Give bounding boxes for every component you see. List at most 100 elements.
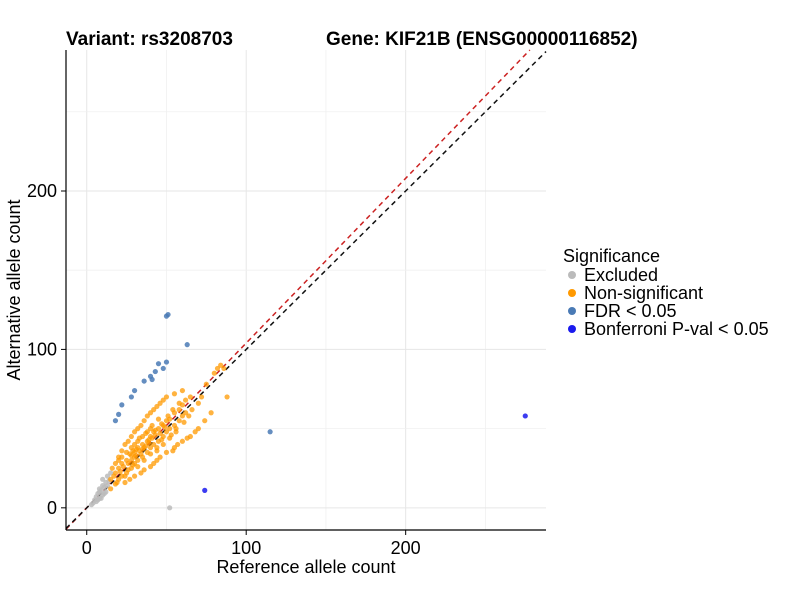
data-point-nonsig [165,413,171,419]
x-tick-label: 100 [231,538,261,558]
data-point-nonsig [218,362,224,368]
data-point-nonsig [176,418,182,424]
data-point-nonsig [151,460,157,467]
data-point-nonsig [162,424,168,430]
data-point-nonsig [155,416,162,422]
data-point-fdr [112,418,119,424]
data-point-excluded [167,505,173,511]
x-axis-title: Reference allele count [216,557,395,577]
data-point-excluded [104,473,111,479]
data-point-nonsig [157,454,163,460]
data-point-fdr [155,361,162,367]
data-point-excluded [104,483,111,489]
data-point-nonsig [127,476,133,482]
data-point-excluded [95,497,101,503]
data-point-nonsig [159,421,165,427]
y-axis-title: Alternative allele count [4,199,24,380]
data-point-nonsig [122,441,128,448]
data-point-nonsig [144,413,150,419]
data-point-nonsig [224,394,230,400]
data-point-nonsig [183,410,189,416]
data-point-nonsig [109,465,115,471]
data-point-fdr [141,378,147,384]
data-point-nonsig [112,460,119,467]
data-point-nonsig [138,422,144,429]
data-point-nonsig [143,430,149,436]
data-point-nonsig [176,407,182,413]
data-point-nonsig [171,391,178,397]
data-point-bonf [522,413,528,419]
data-point-nonsig [187,394,193,400]
data-point-nonsig [128,433,134,440]
data-point-nonsig [163,429,170,435]
legend-label-bonf: Bonferroni P-val < 0.05 [584,319,769,339]
data-point-nonsig [131,473,138,479]
data-point-nonsig [203,381,209,387]
data-point-nonsig [125,438,131,444]
data-point-fdr [149,376,155,383]
legend-title: Significance [563,246,660,266]
legend: Significance ExcludedNon-significantFDR … [563,246,769,339]
data-point-nonsig [160,397,166,403]
data-point-nonsig [149,422,155,429]
data-point-nonsig [141,418,147,424]
data-point-nonsig [122,479,128,486]
data-point-nonsig [125,460,131,467]
data-point-fdr [116,411,122,417]
data-point-fdr [160,365,166,372]
data-point-nonsig [114,479,120,486]
data-point-fdr [119,402,125,408]
data-point-nonsig [157,400,163,406]
data-point-nonsig [179,387,186,394]
legend-label-fdr: FDR < 0.05 [584,301,677,321]
data-point-nonsig [120,464,127,470]
data-point-nonsig [151,441,157,448]
data-point-nonsig [179,438,186,444]
legend-label-excluded: Excluded [584,265,658,285]
data-point-nonsig [141,457,147,463]
data-point-fdr [163,359,170,365]
data-point-nonsig [131,441,138,448]
data-point-excluded [101,490,107,497]
variant-title: Variant: rs3208703 [66,29,233,50]
data-point-nonsig [189,407,195,413]
data-point-nonsig [152,427,158,433]
data-point-nonsig [176,400,182,406]
data-point-nonsig [136,435,142,441]
gene-title: Gene: KIF21B (ENSG00000116852) [326,29,638,50]
data-point-nonsig [130,462,136,468]
data-point-nonsig [125,467,131,473]
data-point-fdr [184,342,190,348]
legend-swatch-nonsig [568,289,576,297]
data-point-nonsig [108,486,114,492]
data-point-nonsig [154,403,160,410]
data-point-nonsig [192,429,198,435]
data-point-nonsig [186,413,192,419]
data-point-nonsig [170,448,176,454]
data-point-nonsig [147,410,154,416]
data-point-fdr [267,429,273,435]
data-point-nonsig [131,429,138,435]
data-point-excluded [108,470,114,476]
data-point-nonsig [181,419,187,425]
data-point-nonsig [160,441,166,448]
x-tick-label: 0 [82,538,92,558]
data-point-nonsig [221,365,227,372]
data-point-fdr [152,368,158,375]
data-point-nonsig [117,468,123,474]
data-point-nonsig [119,448,125,454]
data-point-nonsig [141,467,147,473]
data-point-nonsig [133,446,139,452]
data-point-nonsig [198,394,205,400]
data-point-nonsig [163,449,170,455]
data-point-nonsig [154,457,160,463]
legend-swatch-bonf [568,325,576,333]
data-point-nonsig [184,435,190,441]
x-tick-label: 200 [391,538,421,558]
data-point-nonsig [138,470,144,476]
data-point-nonsig [157,430,163,436]
data-point-nonsig [147,445,154,451]
data-point-excluded [100,483,106,489]
data-point-nonsig [143,443,149,449]
